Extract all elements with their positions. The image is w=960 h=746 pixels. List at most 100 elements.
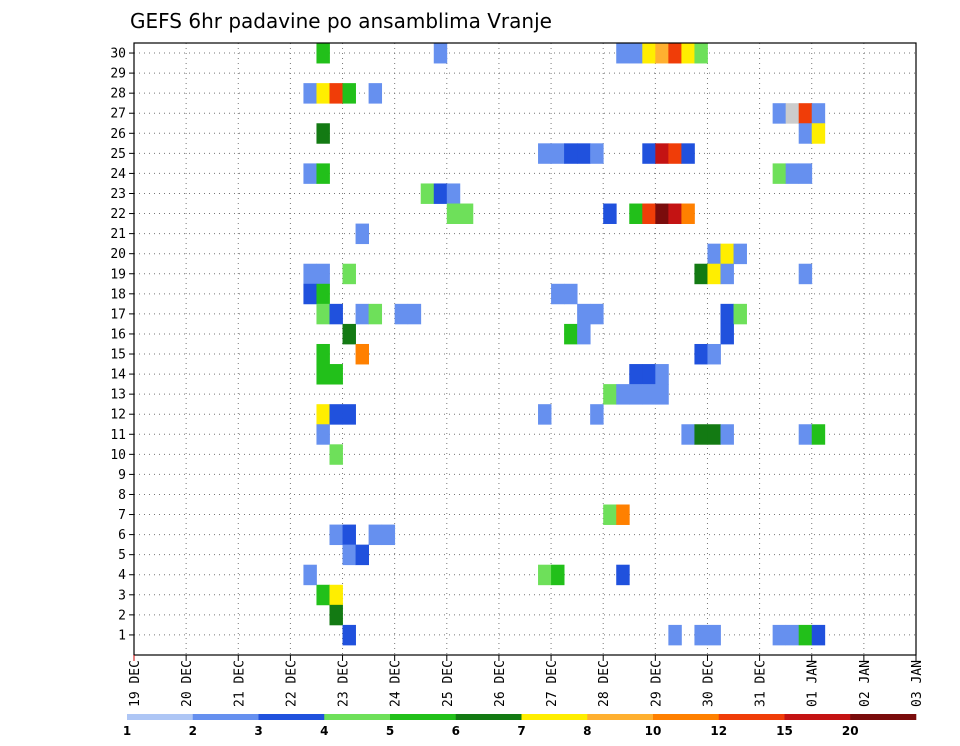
heatmap-cell: [551, 564, 565, 586]
heatmap-cell: [733, 303, 747, 325]
heatmap-cell: [785, 163, 800, 184]
heatmap-cell: [420, 183, 435, 204]
colorbar-tick-label: 20: [842, 724, 859, 738]
heatmap-cell: [798, 163, 813, 184]
heatmap-cell: [590, 303, 604, 325]
heatmap-cell: [707, 243, 721, 265]
heatmap-cell: [720, 243, 734, 265]
heatmap-cell: [772, 163, 787, 184]
heatmap-cell: [655, 384, 669, 405]
colorbar-segment: [850, 714, 917, 720]
y-tick-label: 5: [118, 548, 126, 563]
heatmap-cell: [629, 364, 643, 385]
x-tick-label: 21 DEC: [232, 660, 247, 707]
heatmap-cell: [642, 384, 656, 405]
x-tick-label: 02 JAN: [858, 660, 873, 707]
y-tick-label: 17: [110, 307, 126, 322]
heatmap-cell: [551, 143, 565, 164]
heatmap-cell: [564, 143, 578, 164]
heatmap-cell: [681, 203, 695, 224]
heatmap-cell: [394, 303, 409, 325]
heatmap-cell: [590, 404, 604, 425]
heatmap-cell: [407, 303, 422, 325]
heatmap-cell: [355, 544, 369, 566]
heatmap-cell: [642, 143, 656, 164]
y-tick-label: 25: [110, 147, 126, 162]
y-tick-label: 1: [118, 628, 126, 643]
heatmap-cell: [342, 404, 356, 425]
x-tick-label: 30 DEC: [701, 660, 716, 707]
heatmap-cell: [681, 43, 695, 64]
heatmap-cell: [811, 624, 826, 646]
x-tick-label: 27 DEC: [545, 660, 560, 707]
colorbar-tick-label: 15: [776, 724, 793, 738]
heatmap-cell: [811, 103, 826, 124]
heatmap-cell: [303, 564, 317, 586]
heatmap-cell: [785, 624, 800, 646]
heatmap-cell: [681, 424, 695, 445]
heatmap-cell: [577, 143, 591, 164]
x-tick-label: 19 DEC: [128, 660, 143, 707]
x-tick-label: 31 DEC: [754, 660, 769, 707]
heatmap-cell: [694, 424, 708, 445]
heatmap-cell: [316, 263, 330, 285]
heatmap-cell: [355, 223, 369, 245]
heatmap-cell: [303, 83, 317, 104]
colorbar-segment: [127, 714, 194, 720]
colorbar-tick-label: 6: [452, 724, 460, 738]
heatmap-cell: [368, 524, 383, 546]
y-tick-label: 9: [118, 468, 126, 483]
y-tick-label: 21: [110, 227, 126, 242]
heatmap-cell: [303, 283, 317, 305]
colorbar-segment: [390, 714, 457, 720]
heatmap-cell: [329, 83, 343, 104]
y-tick-label: 28: [110, 87, 126, 102]
colorbar-tick-label: 7: [517, 724, 525, 738]
heatmap-cell: [707, 624, 721, 646]
heatmap-cell: [798, 263, 813, 285]
y-axis: 1234567891011121314151617181920212223242…: [110, 47, 134, 643]
colorbar-segment: [521, 714, 588, 720]
chart-title: GEFS 6hr padavine po ansamblima Vranje: [130, 9, 552, 33]
heatmap-cell: [329, 584, 343, 606]
heatmap-cell: [811, 424, 826, 445]
heatmap-cell: [342, 263, 356, 285]
colorbar-tick-label: 10: [645, 724, 662, 738]
heatmap-cell: [446, 183, 461, 204]
heatmap-cell: [538, 404, 552, 425]
y-tick-label: 8: [118, 488, 126, 503]
heatmap-cell: [668, 624, 682, 646]
heatmap-cell: [316, 303, 330, 325]
heatmap-cell: [681, 143, 695, 164]
heatmap-cell: [616, 43, 630, 64]
x-tick-label: 01 JAN: [806, 660, 821, 707]
heatmap-cell: [590, 143, 604, 164]
y-tick-label: 7: [118, 508, 126, 523]
heatmap-cell: [694, 343, 708, 365]
heatmap-cell: [707, 424, 721, 445]
heatmap-cell: [303, 263, 317, 285]
heatmap-cell: [329, 524, 343, 546]
heatmap-cell: [316, 43, 330, 64]
heatmap-cell: [668, 143, 682, 164]
colorbar-tick-label: 3: [254, 724, 262, 738]
x-tick-label: 20 DEC: [180, 660, 195, 707]
heatmap-cell: [616, 504, 630, 525]
heatmap-cell: [368, 303, 383, 325]
heatmap-cell: [655, 143, 669, 164]
heatmap-cell: [342, 83, 356, 104]
heatmap-cell: [355, 303, 369, 325]
heatmap-cell: [446, 203, 461, 224]
heatmap-cell: [616, 564, 630, 586]
y-tick-label: 30: [110, 47, 126, 62]
y-tick-label: 6: [118, 528, 126, 543]
heatmap-cell: [642, 203, 656, 224]
y-tick-label: 27: [110, 107, 126, 122]
heatmap-cell: [642, 43, 656, 64]
y-tick-label: 26: [110, 127, 126, 142]
colorbar-segment: [324, 714, 391, 720]
y-tick-label: 3: [118, 588, 126, 603]
heatmap-cell: [629, 43, 643, 64]
heatmap-cell: [798, 103, 813, 124]
